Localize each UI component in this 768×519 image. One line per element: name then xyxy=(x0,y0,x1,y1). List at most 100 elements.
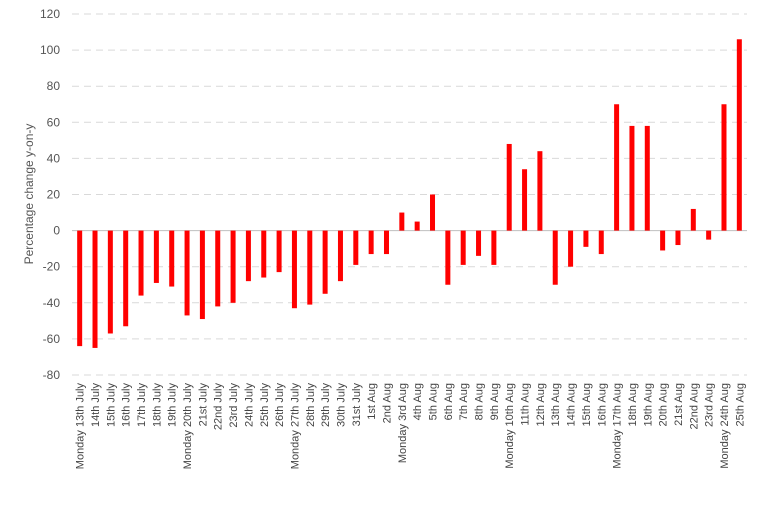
bar xyxy=(506,143,512,231)
y-axis-label: Percentage change y-on-y xyxy=(22,124,36,265)
y-tick-label: 120 xyxy=(40,7,60,21)
y-tick-label: 20 xyxy=(47,188,61,202)
x-tick-label: 19th July xyxy=(167,383,179,428)
bar xyxy=(568,230,574,267)
x-tick-label: Monday 10th Aug xyxy=(504,383,516,469)
y-tick-label: -60 xyxy=(43,332,61,346)
y-tick-label: 80 xyxy=(47,79,61,93)
bar xyxy=(215,230,221,307)
y-tick-label: 0 xyxy=(53,224,60,238)
bar xyxy=(92,230,98,348)
x-tick-label: Monday 27th July xyxy=(289,383,301,470)
bar xyxy=(445,230,451,285)
bar xyxy=(230,230,236,303)
x-tick-label: 29th July xyxy=(320,383,332,428)
x-tick-label: 31st July xyxy=(351,383,363,427)
x-tick-label: 9th Aug xyxy=(489,383,501,420)
bar xyxy=(245,230,251,282)
x-tick-label: 8th Aug xyxy=(474,383,486,420)
x-tick-label: 11th Aug xyxy=(520,383,532,426)
x-tick-label: 28th July xyxy=(305,383,317,428)
bar xyxy=(307,230,313,305)
y-tick-label: -40 xyxy=(43,296,61,310)
bar xyxy=(138,230,144,296)
x-tick-label: 18th Aug xyxy=(627,383,639,426)
gridlines xyxy=(72,13,747,376)
x-tick-label: 4th Aug xyxy=(412,383,424,420)
y-tick-label: 40 xyxy=(47,151,61,165)
bar xyxy=(629,125,635,231)
bar xyxy=(675,230,681,246)
bar xyxy=(537,151,543,231)
bar xyxy=(184,230,190,316)
x-tick-label: 6th Aug xyxy=(443,383,455,420)
x-tick-label: 22nd July xyxy=(213,383,225,431)
x-tick-label: 30th July xyxy=(335,383,347,428)
x-tick-label: Monday 13th July xyxy=(75,383,87,470)
bar xyxy=(123,230,129,327)
x-tick-label: 14th July xyxy=(90,383,102,428)
bar xyxy=(552,230,558,285)
x-tick-label: 22nd Aug xyxy=(688,383,700,430)
bar xyxy=(153,230,159,283)
bar xyxy=(291,230,297,309)
y-tick-label: 60 xyxy=(47,115,61,129)
bar xyxy=(690,208,696,231)
bar xyxy=(199,230,205,320)
x-tick-label: 16th July xyxy=(121,383,133,428)
bar xyxy=(322,230,328,294)
bar xyxy=(736,39,742,231)
bar xyxy=(522,169,528,231)
x-tick-label: 20th Aug xyxy=(658,383,670,426)
bars xyxy=(77,39,742,348)
x-tick-label: 1st Aug xyxy=(366,383,378,420)
x-tick-label: 15th Aug xyxy=(581,383,593,426)
y-axis-ticks: -80 -60 -40 -20 0 20 40 60 80 100 120 xyxy=(40,7,60,382)
x-tick-label: 24th July xyxy=(243,383,255,428)
x-tick-label: 19th Aug xyxy=(642,383,654,426)
x-tick-label: Monday 3rd Aug xyxy=(397,383,409,463)
y-tick-label: -80 xyxy=(43,368,61,382)
x-tick-label: 5th Aug xyxy=(428,383,440,420)
bar xyxy=(660,230,666,251)
x-tick-label: Monday 20th July xyxy=(182,383,194,470)
bar xyxy=(399,212,405,231)
x-tick-label: 18th July xyxy=(151,383,163,428)
bar xyxy=(706,230,712,240)
x-tick-label: 23rd July xyxy=(228,383,240,428)
x-tick-label: 15th July xyxy=(105,383,117,428)
x-tick-label: Monday 24th Aug xyxy=(719,383,731,469)
bar xyxy=(491,230,497,265)
x-tick-label: 17th July xyxy=(136,383,148,428)
bar xyxy=(460,230,466,265)
bar xyxy=(476,230,482,256)
bar xyxy=(77,230,83,347)
bar xyxy=(430,194,436,231)
bar xyxy=(261,230,267,278)
y-tick-label: 100 xyxy=(40,43,60,57)
bar xyxy=(353,230,359,265)
x-tick-label: 21st July xyxy=(197,383,209,427)
y-tick-label: -20 xyxy=(43,260,61,274)
bar xyxy=(107,230,113,334)
bar xyxy=(614,104,620,231)
x-tick-label: Monday 17th Aug xyxy=(612,383,624,469)
bar xyxy=(598,230,604,255)
x-tick-label: 23rd Aug xyxy=(704,383,716,427)
bar xyxy=(414,221,420,231)
bar xyxy=(169,230,175,287)
bar xyxy=(644,125,650,231)
x-tick-label: 26th July xyxy=(274,383,286,428)
bar xyxy=(721,104,727,231)
x-tick-label: 21st Aug xyxy=(673,383,685,426)
x-tick-label: 12th Aug xyxy=(535,383,547,426)
x-axis-ticks: Monday 13th July 14th July 15th July 16th J… xyxy=(75,383,747,470)
bar xyxy=(368,230,374,255)
bar xyxy=(583,230,589,247)
x-tick-label: 13th Aug xyxy=(550,383,562,426)
x-tick-label: 2nd Aug xyxy=(381,383,393,423)
x-tick-label: 7th Aug xyxy=(458,383,470,420)
x-tick-label: 25th Aug xyxy=(734,383,746,426)
